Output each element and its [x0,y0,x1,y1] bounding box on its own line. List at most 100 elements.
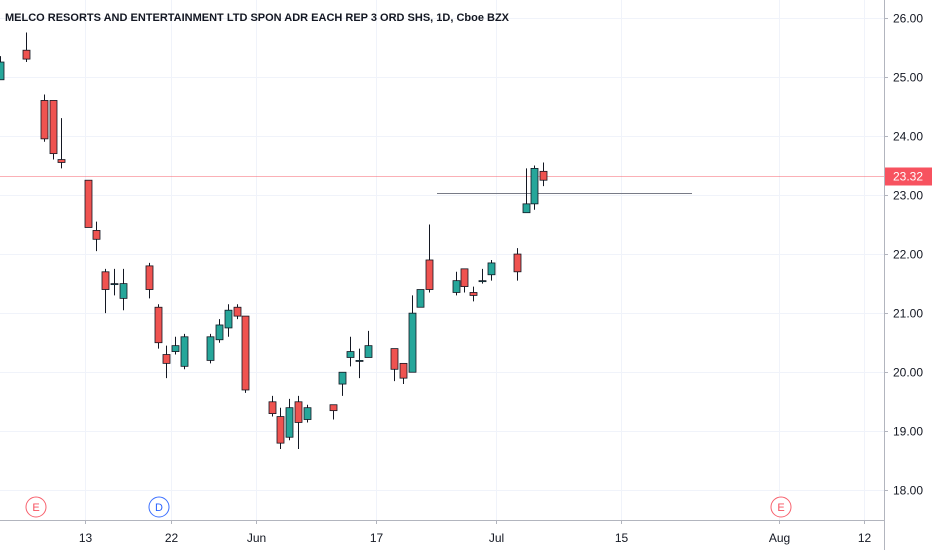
price-tick-label: 24.00 [893,130,923,144]
last-price-label: 23.32 [893,170,923,184]
candle-down [241,315,250,393]
candle-body [180,336,189,367]
candle-down [162,345,171,379]
candle-up [408,295,417,373]
chart-title: MELCO RESORTS AND ENTERTAINMENT LTD SPON… [5,12,510,24]
last-price-line: 23.32 [0,167,932,186]
time-tick-label: 13 [79,531,93,545]
time-tick-label: 15 [615,531,629,545]
candle-body [513,253,522,273]
candle-down [40,94,49,142]
candle-body [355,360,364,362]
event-marker-circle [148,496,170,518]
candle-body [530,167,539,205]
candle-body [92,230,101,240]
candle-down [513,248,522,281]
price-axis[interactable]: 18.00 19.00 20.00 21.00 22.00 23.00 24.00 25.00… [884,0,923,550]
candle-up [355,348,364,379]
candle-body [452,280,461,293]
candle-body [224,309,233,329]
event-marker-label: E [32,502,39,514]
candle-body [416,289,425,308]
time-axis[interactable]: 13 22 Jun 17 Jul 15 Aug 12 [0,520,884,545]
candle-up [303,404,312,423]
candle-body [40,100,49,140]
candle-down [84,179,93,228]
candle-body [119,283,128,299]
event-marker-label: E [777,502,784,514]
candle-body [22,49,31,60]
earnings-marker[interactable]: E [770,496,792,518]
time-tick-label: Aug [769,531,790,545]
candle-up [285,398,294,441]
candle-body [110,283,119,286]
candle-body [390,348,399,370]
candle-body [0,61,5,81]
candle-body [101,271,110,290]
candle-body [338,371,347,385]
price-tick-label: 22.00 [893,248,923,262]
candle-down [154,304,163,349]
candle-body [241,315,250,391]
candle-body [57,159,66,163]
candle-body [171,345,180,352]
candle-body [329,404,338,412]
time-tick-label: Jul [489,531,504,545]
candle-up [180,333,189,370]
candle-up [416,289,425,308]
candle-up [478,268,487,284]
grid [0,0,884,520]
candle-body [84,179,93,228]
candle-down [268,395,277,417]
candle-body [145,265,154,290]
price-tick-label: 18.00 [893,484,923,498]
candle-down [101,268,110,314]
candle-body [460,268,469,287]
event-marker-circle [25,496,47,518]
candle-down [294,395,303,450]
candle-body [522,203,531,214]
event-marker-label: D [155,502,163,514]
price-tick-label: 26.00 [893,12,923,26]
candle-down [49,100,58,160]
candle-down [145,262,154,299]
price-tick-label: 20.00 [893,366,923,380]
candle-body [294,401,303,423]
candle-down [460,268,469,293]
candle-body [408,312,417,373]
candle-body [162,354,171,364]
candle-body [425,259,434,290]
time-tick-label: 17 [370,531,384,545]
candle-up [346,336,355,367]
candle-body [206,336,215,361]
candle-body [399,362,408,379]
candle-body [539,170,548,181]
dividend-marker[interactable]: D [148,496,170,518]
candle-up [224,304,233,337]
candle-body [303,407,312,420]
candle-down [329,404,338,420]
candle-up [530,165,539,210]
last-price-label-bg [885,167,932,186]
candle-down [276,407,285,450]
earnings-marker[interactable]: E [25,496,47,518]
candle-body [154,306,163,344]
candle-body [268,401,277,415]
candle-up [171,336,180,355]
candle-down [425,224,434,293]
price-tick-label: 21.00 [893,307,923,321]
candle-body [233,306,242,317]
price-tick-label: 25.00 [893,71,923,85]
candle-body [487,262,496,276]
candle-up [487,259,496,281]
candle-body [364,345,373,358]
candle-up [338,371,347,396]
candle-down [92,221,101,252]
price-tick-label: 23.00 [893,189,923,203]
candle-up [364,330,373,358]
candle-down [539,162,548,187]
candles [0,32,548,450]
candle-body [469,292,478,296]
